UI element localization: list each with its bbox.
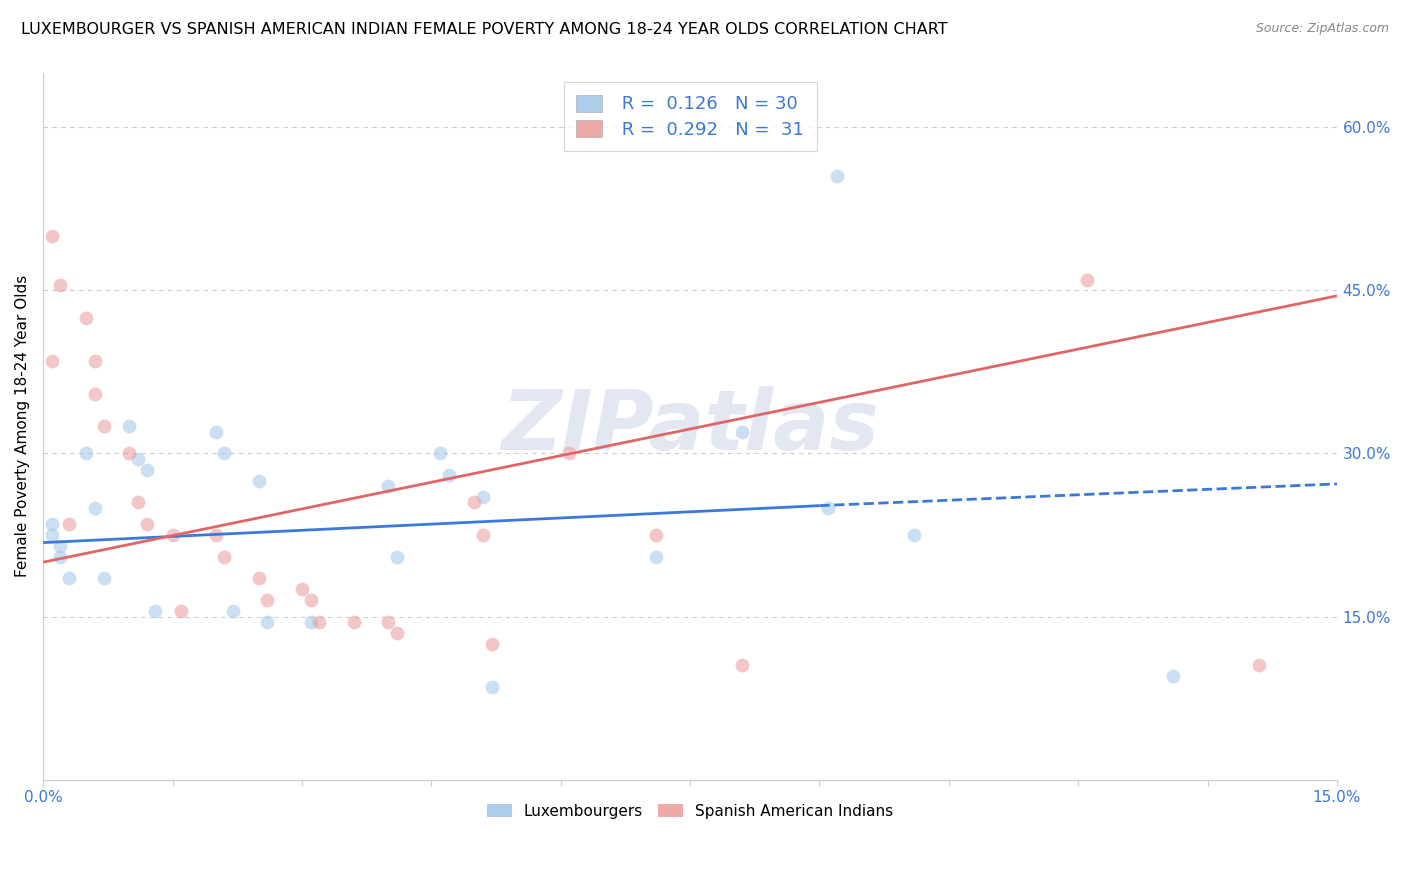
Point: [58, 572, 80, 586]
Point: [162, 528, 184, 542]
Point: [472, 528, 495, 542]
Point: [84, 386, 107, 401]
Point: [247, 474, 270, 488]
Point: [1249, 658, 1271, 673]
Point: [385, 549, 408, 564]
Point: [731, 425, 754, 439]
Point: [256, 593, 278, 607]
Point: [41, 528, 63, 542]
Point: [377, 479, 399, 493]
Point: [49, 549, 72, 564]
Point: [214, 446, 236, 460]
Point: [204, 425, 226, 439]
Point: [299, 615, 322, 629]
Point: [214, 549, 236, 564]
Point: [1161, 669, 1184, 683]
Point: [343, 615, 366, 629]
Point: [143, 604, 166, 618]
Point: [731, 658, 754, 673]
Point: [58, 517, 80, 532]
Point: [463, 495, 485, 509]
Point: [127, 495, 149, 509]
Point: [481, 637, 503, 651]
Point: [41, 229, 63, 244]
Point: [118, 446, 141, 460]
Point: [429, 446, 451, 460]
Point: [41, 354, 63, 368]
Point: [1076, 272, 1098, 286]
Point: [817, 500, 839, 515]
Point: [385, 625, 408, 640]
Point: [558, 446, 581, 460]
Point: [84, 500, 107, 515]
Text: Source: ZipAtlas.com: Source: ZipAtlas.com: [1256, 22, 1389, 36]
Point: [49, 277, 72, 292]
Point: [135, 517, 157, 532]
Point: [481, 680, 503, 694]
Point: [308, 615, 330, 629]
Point: [84, 354, 107, 368]
Point: [299, 593, 322, 607]
Point: [644, 549, 666, 564]
Point: [75, 446, 97, 460]
Point: [93, 419, 115, 434]
Point: [247, 572, 270, 586]
Text: ZIPatlas: ZIPatlas: [501, 386, 879, 467]
Point: [170, 604, 193, 618]
Point: [204, 528, 226, 542]
Point: [256, 615, 278, 629]
Point: [135, 463, 157, 477]
Point: [825, 169, 848, 184]
Y-axis label: Female Poverty Among 18-24 Year Olds: Female Poverty Among 18-24 Year Olds: [15, 275, 30, 577]
Point: [41, 517, 63, 532]
Point: [49, 539, 72, 553]
Point: [291, 582, 314, 597]
Point: [377, 615, 399, 629]
Point: [437, 468, 460, 483]
Legend: Luxembourgers, Spanish American Indians: Luxembourgers, Spanish American Indians: [481, 797, 900, 825]
Point: [118, 419, 141, 434]
Text: LUXEMBOURGER VS SPANISH AMERICAN INDIAN FEMALE POVERTY AMONG 18-24 YEAR OLDS COR: LUXEMBOURGER VS SPANISH AMERICAN INDIAN …: [21, 22, 948, 37]
Point: [75, 310, 97, 325]
Point: [903, 528, 925, 542]
Point: [644, 528, 666, 542]
Point: [127, 451, 149, 466]
Point: [472, 490, 495, 504]
Point: [93, 572, 115, 586]
Point: [222, 604, 245, 618]
